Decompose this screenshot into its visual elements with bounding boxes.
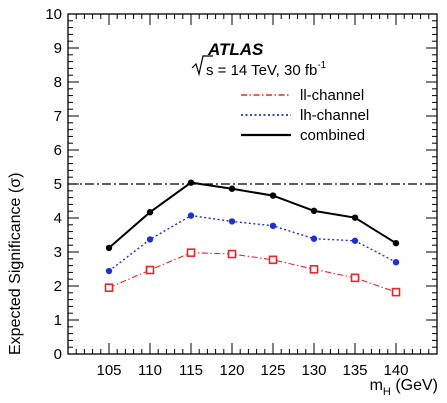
y-tick-label: 7 — [54, 108, 62, 125]
series-line-lh-channel — [108, 214, 397, 272]
data-point-ll-channel — [350, 273, 360, 283]
data-point-ll-channel — [268, 255, 278, 265]
y-tick-label: 3 — [54, 244, 62, 261]
data-point-combined — [310, 207, 318, 215]
data-point-combined — [187, 179, 195, 186]
experiment-label: ATLAS — [207, 40, 264, 59]
legend-label-lh-channel: lh-channel — [300, 107, 369, 124]
x-tick-label: 140 — [383, 362, 408, 379]
data-point-combined — [269, 192, 277, 199]
y-tick-label: 4 — [54, 210, 62, 227]
data-point-lh-channel — [105, 267, 113, 275]
x-tick-label: 120 — [219, 362, 244, 379]
data-point-ll-channel — [104, 283, 114, 293]
data-point-combined — [392, 239, 400, 247]
y-tick-label: 0 — [54, 346, 62, 363]
x-tick-label: 135 — [342, 362, 367, 379]
x-tick-label: 125 — [260, 362, 285, 379]
data-point-lh-channel — [351, 237, 359, 244]
data-point-combined — [228, 185, 236, 192]
y-tick-label: 9 — [54, 40, 62, 57]
data-point-ll-channel — [227, 249, 237, 259]
legend-label-ll-channel: ll-channel — [300, 87, 364, 104]
sqrt-symbol — [191, 55, 213, 77]
x-tick-label: 105 — [96, 362, 121, 379]
y-tick-label: 10 — [45, 6, 62, 23]
y-tick-label: 2 — [54, 278, 62, 295]
svg-text:s = 14 TeV, 30 fb-1: s = 14 TeV, 30 fb-1 — [206, 60, 327, 79]
data-point-lh-channel — [269, 222, 277, 230]
data-point-ll-channel — [391, 287, 401, 297]
x-axis-title-main: m — [370, 377, 383, 394]
data-point-lh-channel — [146, 236, 154, 243]
energy-label: s = 14 TeV, 30 fb-1 — [191, 55, 327, 79]
y-axis-title: Expected Significance (σ) — [7, 173, 24, 355]
legend-label-combined: combined — [300, 127, 365, 144]
series-line-combined — [108, 181, 397, 249]
x-axis-title-sub: H — [383, 386, 391, 398]
x-tick-label: 130 — [301, 362, 326, 379]
data-point-lh-channel — [187, 212, 195, 219]
x-axis-title-unit: (GeV) — [391, 377, 438, 394]
y-tick-label: 6 — [54, 142, 62, 159]
energy-text: s = 14 TeV, 30 fb — [206, 62, 317, 79]
data-point-lh-channel — [310, 235, 318, 242]
x-axis-title: mH (GeV) — [370, 377, 438, 398]
x-tick-label: 110 — [138, 362, 162, 379]
data-point-ll-channel — [309, 265, 319, 274]
x-tick-label: 115 — [179, 362, 203, 379]
data-point-lh-channel — [392, 259, 400, 266]
data-point-combined — [105, 244, 113, 252]
energy-superscript: -1 — [317, 60, 326, 71]
data-point-combined — [146, 209, 154, 216]
y-tick-label: 1 — [54, 312, 62, 329]
data-point-combined — [351, 214, 359, 221]
data-point-ll-channel — [145, 265, 155, 275]
y-tick-label: 5 — [54, 176, 62, 193]
data-point-ll-channel — [186, 248, 196, 257]
data-point-lh-channel — [228, 218, 236, 225]
y-tick-label: 8 — [54, 74, 62, 91]
series-line-ll-channel — [108, 252, 397, 293]
